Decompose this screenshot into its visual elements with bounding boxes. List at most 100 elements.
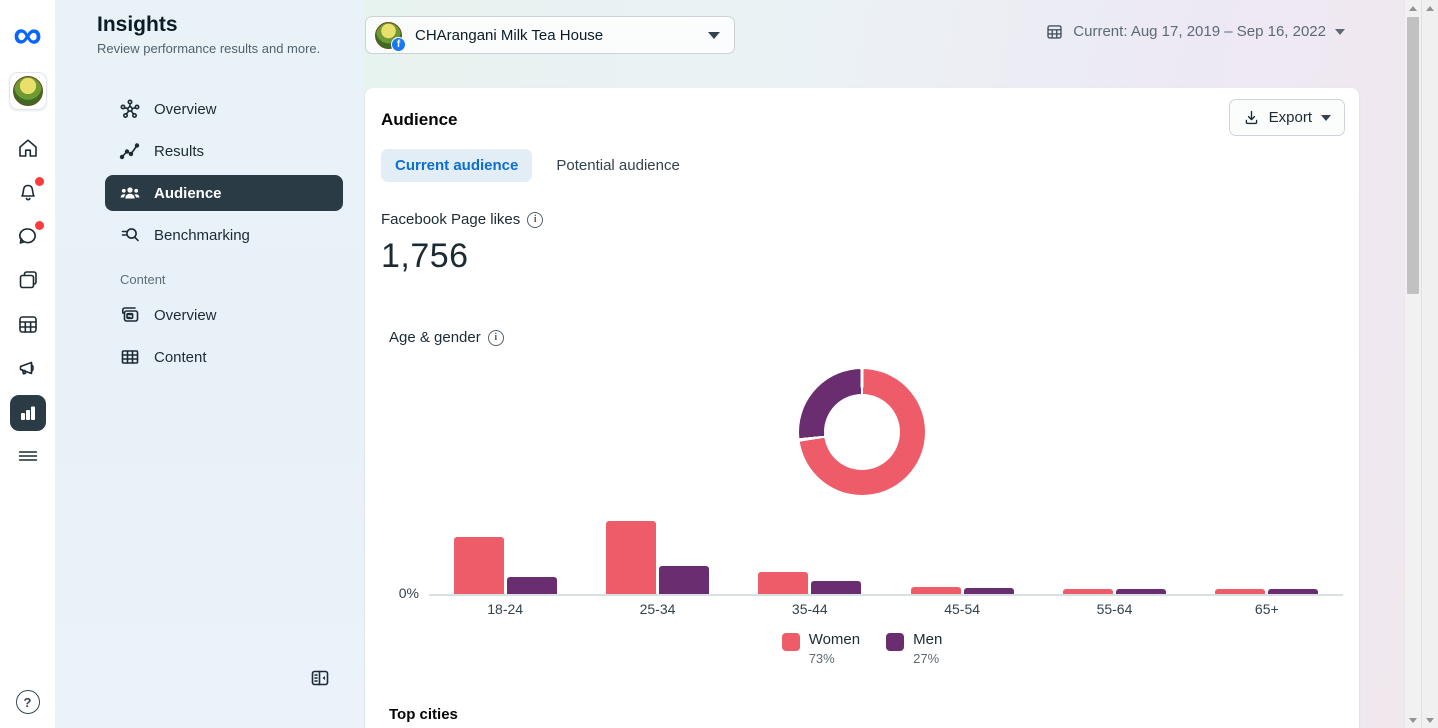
men-bar-55-64[interactable] (1115, 589, 1166, 594)
calendar-icon (1047, 25, 1062, 39)
scroll-up-arrow[interactable] (1405, 0, 1421, 16)
facebook-badge-icon: f (391, 36, 406, 52)
men-bar-25-34[interactable] (658, 566, 709, 594)
women-color-swatch (781, 633, 800, 651)
bar-group-45-54 (886, 516, 1038, 594)
all-tools-button[interactable] (0, 442, 55, 470)
help-button[interactable]: ? (0, 688, 55, 716)
legend-item-men: Men 27% (886, 631, 942, 666)
app-icon-rail: ∞ (0, 0, 55, 728)
megaphone-icon (16, 356, 40, 380)
legend-label: Women (808, 631, 861, 648)
business-avatar[interactable] (0, 71, 55, 111)
tab-potential-audience[interactable]: Potential audience (556, 157, 680, 174)
men-bar-18-24[interactable] (506, 577, 557, 594)
men-bar-35-44[interactable] (811, 580, 862, 594)
legend-percent: 27% (913, 651, 940, 666)
audience-card: Audience Export Current audience Potenti… (365, 88, 1359, 728)
messages-nav-button[interactable] (0, 221, 55, 250)
sidebar-item-audience[interactable]: Audience (105, 175, 343, 211)
planner-nav-button[interactable] (0, 310, 55, 338)
home-nav-button[interactable] (0, 134, 55, 162)
content-scrollbar[interactable] (1405, 0, 1421, 728)
men-bar-45-54[interactable] (963, 587, 1014, 594)
sidebar-item-content-overview[interactable]: Overview (105, 297, 343, 333)
page-selector-dropdown[interactable]: f CHArangani Milk Tea House (365, 16, 735, 54)
collapse-panel-icon (311, 670, 329, 686)
sidebar-subtitle: Review performance results and more. (97, 41, 321, 56)
overview-nodes-icon (120, 99, 140, 119)
sidebar-item-benchmarking[interactable]: Benchmarking (105, 217, 343, 253)
info-icon[interactable]: i (527, 211, 544, 228)
notifications-nav-button[interactable] (0, 177, 55, 206)
chart-legend: Women 73% Men 27% (381, 631, 1343, 666)
scroll-down-arrow[interactable] (1422, 712, 1438, 728)
women-bar-65+[interactable] (1215, 589, 1266, 594)
posts-nav-button[interactable] (0, 266, 55, 294)
y-axis-zero-label: 0% (398, 585, 419, 601)
content-table-icon (121, 350, 139, 364)
sidebar-collapse-button[interactable] (308, 666, 332, 690)
bell-icon (16, 177, 44, 204)
sidebar-item-overview[interactable]: Overview (105, 91, 343, 127)
women-bar-18-24[interactable] (453, 537, 504, 594)
men-color-swatch (886, 633, 905, 651)
audience-tabs: Current audience Potential audience (381, 149, 1343, 182)
insights-bar-chart-icon (9, 395, 46, 431)
sidebar-title: Insights (97, 13, 178, 36)
date-range-dropdown[interactable]: Current: Aug 17, 2019 – Sep 16, 2022 (1045, 22, 1345, 41)
page-avatar-small: f (375, 21, 406, 52)
info-icon[interactable]: i (487, 329, 504, 346)
ads-nav-button[interactable] (0, 354, 55, 382)
insights-nav-button[interactable] (0, 393, 55, 433)
meta-logo-icon[interactable]: ∞ (13, 13, 42, 57)
x-tick-label: 45-54 (944, 601, 981, 617)
card-title: Audience (381, 110, 458, 129)
women-bar-35-44[interactable] (758, 572, 809, 594)
home-icon (16, 136, 40, 160)
women-bar-25-34[interactable] (605, 521, 656, 594)
scroll-down-arrow[interactable] (1405, 712, 1421, 728)
content-overview-icon (122, 307, 139, 322)
messages-badge (34, 221, 44, 230)
help-question-icon: ? (15, 690, 40, 714)
legend-label: Men (913, 631, 943, 648)
sidebar-item-results[interactable]: Results (105, 133, 343, 169)
men-bar-65+[interactable] (1268, 589, 1319, 594)
x-tick-label: 25-34 (639, 601, 676, 617)
page-likes-value: 1,756 (381, 237, 469, 275)
audience-people-icon (120, 187, 140, 199)
scrollbar-thumb[interactable] (1407, 17, 1419, 294)
sidebar-item-label: Benchmarking (154, 226, 250, 244)
bar-group-18-24 (429, 516, 581, 594)
chat-bubble-icon (16, 221, 44, 248)
benchmarking-search-icon (121, 228, 139, 242)
chevron-down-icon (1321, 114, 1331, 121)
age-gender-label: Age & gender (389, 329, 481, 346)
bar-group-55-64 (1038, 516, 1190, 594)
sidebar-item-label: Overview (154, 100, 217, 118)
hamburger-menu-icon (16, 444, 40, 468)
window-scrollbar[interactable] (1421, 0, 1438, 728)
download-icon (1245, 110, 1257, 125)
sidebar-item-content-content[interactable]: Content (105, 339, 343, 375)
selected-page-name: CHArangani Milk Tea House (415, 26, 604, 44)
x-tick-label: 18-24 (487, 601, 524, 617)
bars-area (429, 516, 1343, 596)
age-gender-bar-chart: 0% (381, 516, 1343, 600)
women-bar-45-54[interactable] (910, 586, 961, 594)
sidebar-item-label: Content (154, 348, 207, 366)
women-bar-55-64[interactable] (1062, 589, 1113, 594)
tab-current-audience[interactable]: Current audience (381, 149, 533, 182)
export-button[interactable]: Export (1228, 99, 1345, 136)
page-likes-label: Facebook Page likes (381, 211, 521, 228)
bar-group-65+ (1191, 516, 1343, 594)
sidebar-nav: Overview Results Audience Benchmarking (105, 91, 343, 259)
gender-donut-chart (799, 369, 925, 495)
scroll-up-arrow[interactable] (1422, 0, 1438, 16)
legend-percent: 73% (808, 651, 835, 666)
chevron-down-icon (1335, 28, 1345, 35)
calendar-grid-icon (16, 312, 40, 336)
sidebar-item-label: Results (154, 142, 205, 160)
bar-group-25-34 (581, 516, 733, 594)
